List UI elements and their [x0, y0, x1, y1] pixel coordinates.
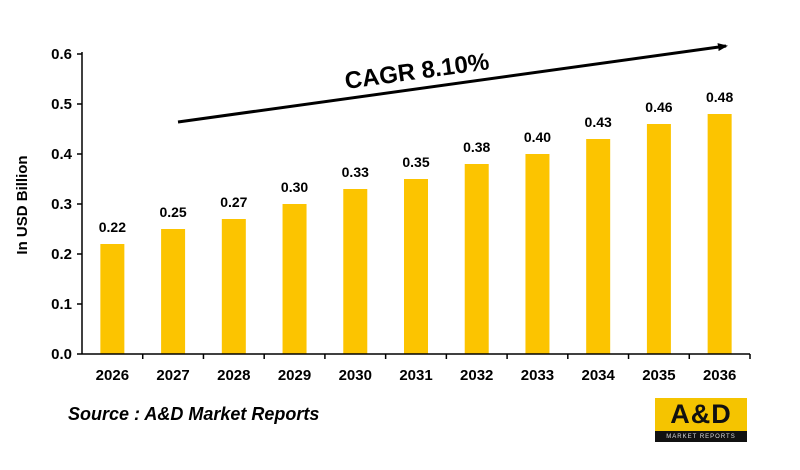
x-tick-label-2032: 2032 — [460, 367, 493, 384]
x-tick-label-2027: 2027 — [156, 367, 189, 384]
x-tick-label-2030: 2030 — [339, 367, 372, 384]
y-tick-label: 0.5 — [51, 96, 72, 113]
x-tick-label-2028: 2028 — [217, 367, 250, 384]
bar-2032 — [464, 164, 489, 354]
bar-2028 — [221, 219, 246, 354]
cagr-arrow — [177, 43, 728, 124]
data-label-2026: 0.22 — [99, 219, 126, 235]
bar-2030 — [343, 189, 368, 354]
x-tick-label-2033: 2033 — [521, 367, 554, 384]
data-label-2029: 0.30 — [281, 179, 308, 195]
logo-sub: MARKET REPORTS — [655, 431, 747, 442]
bar-2026 — [100, 244, 125, 354]
y-axis-label: In USD Billion — [14, 155, 31, 254]
logo-main: A&D — [655, 398, 747, 431]
y-tick-label: 0.6 — [51, 46, 72, 63]
bar-2036 — [707, 114, 732, 354]
bar-2035 — [646, 124, 671, 354]
source-note: Source : A&D Market Reports — [68, 404, 320, 424]
x-tick-label-2034: 2034 — [581, 367, 615, 384]
data-label-2027: 0.25 — [159, 204, 186, 220]
x-tick-label-2026: 2026 — [96, 367, 129, 384]
bar-chart: In USD Billion 0.0 0.1 0.2 0.3 0.4 0.5 0.6 0.2… — [14, 43, 751, 384]
data-label-2030: 0.33 — [342, 164, 369, 180]
bar-2027 — [161, 229, 186, 354]
data-label-2033: 0.40 — [524, 129, 551, 145]
bar-2033 — [525, 154, 550, 354]
data-label-2031: 0.35 — [402, 154, 429, 170]
data-label-2036: 0.48 — [706, 89, 733, 105]
y-tick-label: 0.4 — [51, 146, 73, 163]
data-label-2035: 0.46 — [645, 99, 672, 115]
x-tick-label-2036: 2036 — [703, 367, 736, 384]
data-label-2028: 0.27 — [220, 194, 247, 210]
brand-logo: A&D MARKET REPORTS — [655, 398, 747, 442]
bars: 0.22 0.25 0.27 0.30 0.33 0.35 0.38 0.40 0.43 0.46… — [99, 89, 733, 354]
y-tick-label: 0.1 — [51, 296, 72, 313]
y-tick-label: 0.0 — [51, 346, 72, 363]
y-tick-label: 0.2 — [51, 246, 72, 263]
y-axis: 0.0 0.1 0.2 0.3 0.4 0.5 0.6 — [51, 46, 82, 363]
bar-2029 — [282, 204, 307, 354]
bar-2034 — [586, 139, 611, 354]
x-tick-label-2031: 2031 — [399, 367, 432, 384]
bar-2031 — [404, 179, 428, 354]
data-label-2034: 0.43 — [585, 114, 612, 130]
x-tick-label-2035: 2035 — [642, 367, 675, 384]
x-tick-label-2029: 2029 — [278, 367, 311, 384]
y-tick-label: 0.3 — [51, 196, 72, 213]
x-axis: 2026 2027 2028 2029 2030 2031 2032 2033 2034 2035… — [96, 354, 751, 384]
data-label-2032: 0.38 — [463, 139, 490, 155]
